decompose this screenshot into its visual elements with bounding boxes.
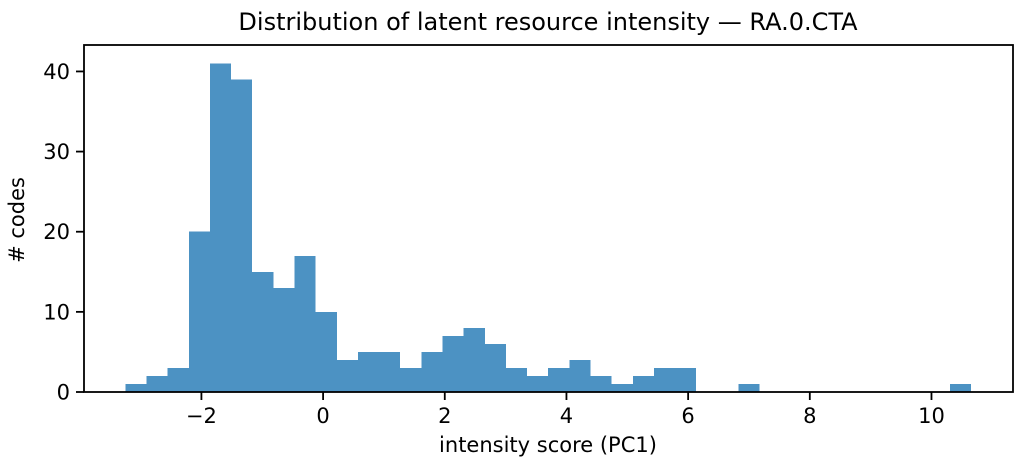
y-tick-label: 40 [43, 60, 70, 84]
histogram-bar [738, 383, 760, 392]
histogram-bar [294, 255, 316, 392]
y-axis-label: # codes [5, 177, 29, 263]
y-tick-label: 0 [57, 381, 70, 405]
x-tick-label: 2 [438, 404, 451, 428]
histogram-bar [505, 367, 528, 392]
x-tick-label: 0 [316, 404, 329, 428]
histogram-bar [336, 359, 358, 392]
histogram-bar [167, 367, 189, 392]
histogram-bar [400, 367, 422, 392]
histogram-bar [611, 383, 633, 392]
histogram-bar [632, 375, 654, 392]
chart-title: Distribution of latent resource intensit… [238, 8, 858, 36]
histogram-bar [252, 271, 274, 392]
histogram-bar [484, 343, 506, 392]
histogram-bar [125, 383, 147, 392]
histogram-bar [949, 383, 972, 392]
histogram-bar [675, 367, 697, 392]
x-tick-label: −2 [186, 404, 217, 428]
x-tick-label: 10 [918, 404, 945, 428]
histogram-bar [379, 351, 401, 392]
histogram-bar [653, 367, 676, 392]
x-tick-label: 6 [681, 404, 694, 428]
histogram-bar [273, 287, 295, 392]
histogram-bar [442, 335, 464, 392]
y-tick-label: 30 [43, 140, 70, 164]
histogram-bar [231, 79, 253, 393]
histogram-bar [548, 367, 570, 392]
histogram-bar [463, 327, 485, 392]
histogram-bar [315, 311, 337, 392]
histogram-bar [188, 231, 210, 392]
histogram-bar [569, 359, 591, 392]
histogram-bar [421, 351, 443, 392]
y-tick-label: 20 [43, 220, 70, 244]
histogram-bar [209, 63, 232, 393]
histogram-bar [146, 375, 168, 392]
y-tick-label: 10 [43, 300, 70, 324]
x-tick-label: 4 [560, 404, 573, 428]
histogram-bar [590, 375, 612, 392]
histogram-bar [527, 375, 549, 392]
histogram-bar [357, 351, 380, 392]
x-axis-label: intensity score (PC1) [439, 433, 657, 457]
axes-spines [83, 44, 1014, 393]
x-tick-label: 8 [803, 404, 816, 428]
